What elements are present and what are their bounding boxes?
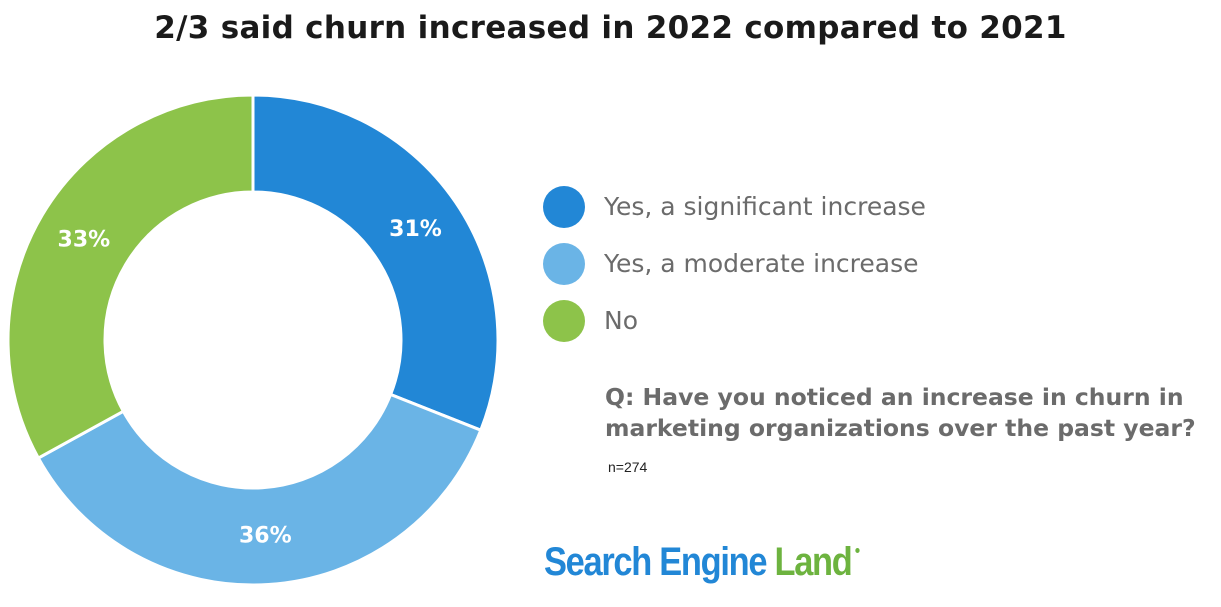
- search-engine-land-logo: Search Engine Land: [544, 540, 860, 585]
- legend-item-no: No: [543, 292, 926, 349]
- sample-size: n=274: [608, 459, 648, 475]
- chart-title: 2/3 said churn increased in 2022 compare…: [154, 10, 1067, 46]
- slice-label-1: 36%: [239, 524, 292, 549]
- legend-swatch-significant: [543, 185, 585, 228]
- legend-item-moderate: Yes, a moderate increase: [543, 235, 926, 292]
- donut-chart: 31% 36% 33%: [6, 93, 500, 587]
- slice-label-0: 31%: [389, 217, 442, 242]
- donut-slice-0: [251, 93, 500, 433]
- logo-dot-icon: [854, 548, 860, 553]
- legend-label-no: No: [604, 306, 638, 335]
- legend: Yes, a significant increase Yes, a moder…: [543, 178, 926, 349]
- legend-swatch-moderate: [543, 242, 585, 285]
- donut-slice-2: [6, 93, 255, 461]
- donut-slice-1: [36, 392, 483, 587]
- legend-swatch-no: [543, 299, 585, 342]
- slice-label-2: 33%: [58, 227, 111, 252]
- legend-item-significant: Yes, a significant increase: [543, 178, 926, 235]
- logo-text-search-engine: Search Engine: [544, 540, 767, 584]
- survey-question: Q: Have you noticed an increase in churn…: [605, 383, 1196, 442]
- legend-label-moderate: Yes, a moderate increase: [604, 249, 919, 278]
- legend-label-significant: Yes, a significant increase: [604, 192, 926, 221]
- logo-text-land: Land: [774, 540, 852, 584]
